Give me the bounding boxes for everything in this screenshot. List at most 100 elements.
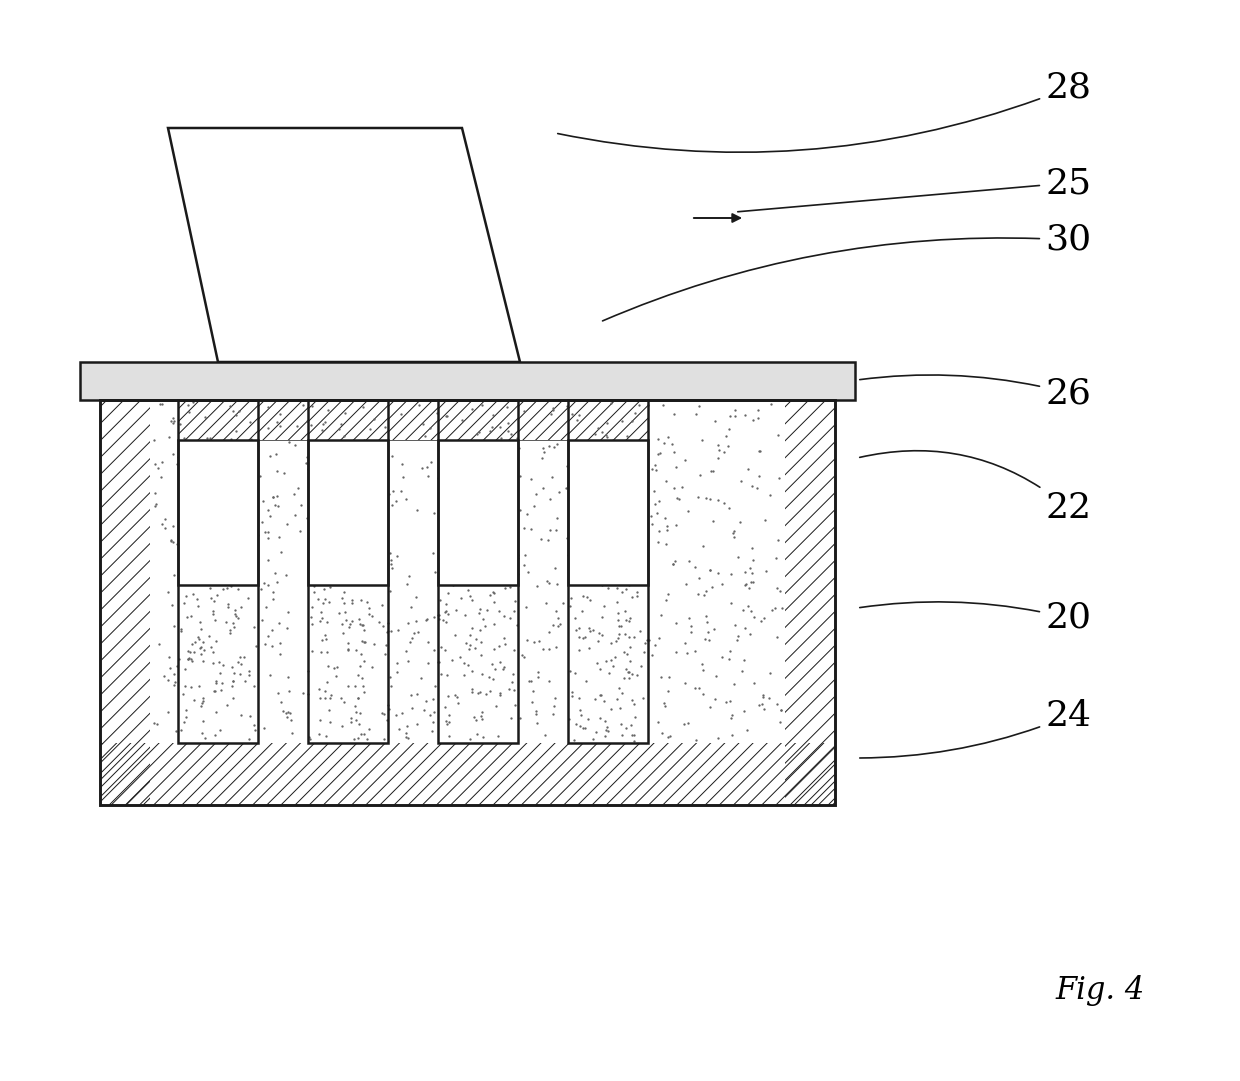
- Point: [321, 458, 341, 476]
- Point: [224, 618, 244, 636]
- Point: [229, 666, 249, 683]
- Point: [435, 484, 455, 502]
- Point: [734, 652, 754, 669]
- Point: [569, 406, 589, 424]
- Point: [768, 426, 787, 443]
- Point: [467, 528, 487, 545]
- Point: [252, 513, 272, 531]
- Point: [224, 664, 244, 681]
- Point: [353, 652, 373, 669]
- Bar: [438, 585, 518, 743]
- Point: [507, 429, 527, 446]
- Point: [625, 559, 645, 576]
- Point: [425, 678, 445, 695]
- Point: [688, 488, 708, 505]
- Point: [742, 539, 761, 557]
- Point: [339, 635, 358, 652]
- Point: [539, 641, 559, 658]
- Point: [658, 668, 678, 685]
- Point: [339, 641, 358, 658]
- Point: [467, 725, 487, 743]
- Point: [180, 403, 200, 421]
- Point: [482, 575, 502, 592]
- Point: [615, 625, 635, 642]
- Bar: [438, 400, 518, 743]
- Point: [206, 672, 226, 690]
- Point: [543, 616, 563, 633]
- Point: [727, 631, 746, 649]
- Point: [180, 644, 200, 662]
- Point: [335, 604, 355, 622]
- Point: [339, 678, 358, 695]
- Point: [372, 597, 392, 614]
- Bar: [438, 400, 518, 440]
- Point: [632, 689, 652, 706]
- Point: [621, 717, 641, 734]
- Point: [740, 573, 760, 590]
- Point: [487, 489, 507, 506]
- Point: [418, 654, 438, 671]
- Point: [339, 522, 358, 539]
- Point: [593, 519, 613, 536]
- Point: [356, 485, 376, 503]
- Point: [144, 431, 164, 449]
- Point: [367, 448, 387, 465]
- Point: [223, 672, 243, 690]
- Bar: [518, 400, 568, 440]
- Point: [234, 649, 254, 666]
- Point: [688, 586, 708, 603]
- Point: [533, 440, 553, 457]
- Point: [334, 693, 353, 710]
- Point: [377, 468, 397, 485]
- Point: [760, 486, 780, 504]
- Point: [474, 729, 494, 746]
- Point: [522, 672, 542, 690]
- Point: [533, 480, 553, 497]
- Point: [760, 396, 780, 413]
- Point: [585, 426, 605, 443]
- Point: [733, 601, 753, 618]
- Point: [397, 724, 417, 742]
- Point: [278, 516, 298, 533]
- Point: [397, 575, 417, 592]
- Point: [448, 560, 467, 577]
- Point: [601, 395, 621, 412]
- Point: [461, 683, 481, 700]
- Point: [185, 552, 205, 570]
- Point: [291, 496, 311, 513]
- Point: [642, 461, 662, 478]
- Point: [331, 690, 351, 707]
- Point: [332, 625, 352, 642]
- Point: [304, 583, 324, 600]
- Point: [709, 441, 729, 458]
- Point: [547, 435, 567, 452]
- Point: [215, 508, 234, 525]
- Point: [570, 707, 590, 724]
- Point: [445, 626, 465, 643]
- Point: [464, 709, 484, 726]
- Point: [392, 483, 412, 501]
- Point: [463, 680, 482, 697]
- Point: [515, 557, 534, 574]
- Point: [243, 562, 263, 579]
- Point: [487, 728, 507, 745]
- Point: [414, 700, 434, 718]
- Point: [615, 602, 635, 619]
- Bar: [568, 400, 649, 743]
- Point: [151, 454, 171, 471]
- Point: [646, 505, 666, 522]
- Point: [213, 580, 233, 598]
- Point: [226, 507, 246, 524]
- Point: [258, 502, 278, 519]
- Point: [598, 722, 618, 739]
- Point: [181, 471, 201, 489]
- Point: [310, 711, 330, 729]
- Point: [417, 610, 436, 627]
- Point: [164, 666, 184, 683]
- Point: [537, 573, 557, 590]
- Point: [649, 445, 668, 463]
- Bar: [568, 440, 649, 585]
- Point: [407, 589, 427, 606]
- Point: [515, 546, 534, 563]
- Point: [460, 453, 480, 470]
